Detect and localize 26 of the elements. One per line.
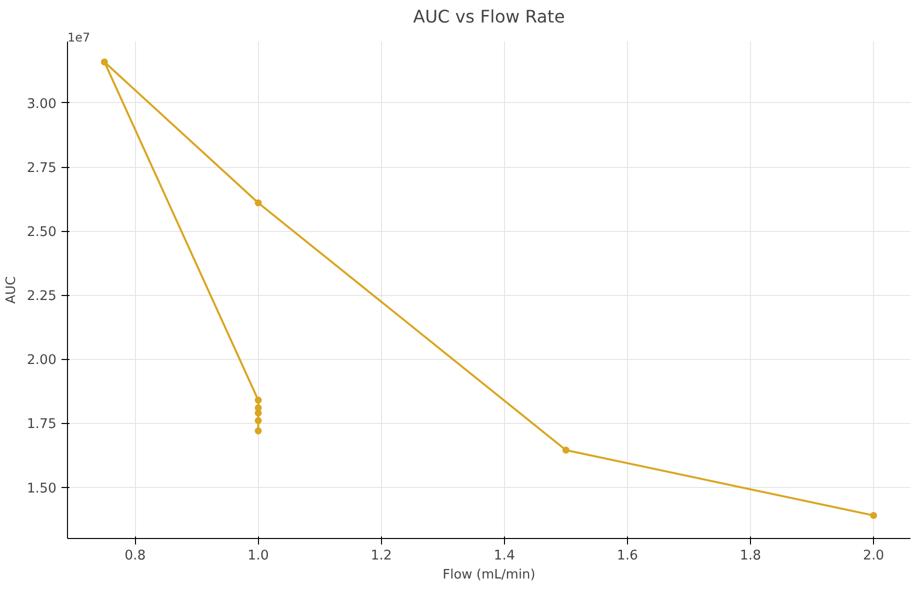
annotation: 1e7 <box>68 30 90 44</box>
y-tick-label: 2.00 <box>26 353 57 368</box>
y-tick-label: 2.25 <box>26 289 57 304</box>
point <box>870 512 878 519</box>
x-tick-label: 1.8 <box>740 548 762 564</box>
chart-title: AUC vs Flow Rate <box>413 8 565 28</box>
point <box>254 404 262 412</box>
point <box>100 58 108 66</box>
y-tick-label: 2.75 <box>26 161 57 176</box>
x-tick-label: 1.0 <box>248 548 269 564</box>
x-tick-label: 2.0 <box>862 548 884 564</box>
x-tick-label: 1.2 <box>370 548 392 564</box>
point <box>254 417 262 424</box>
x-tick-label: 1.6 <box>616 548 638 564</box>
point <box>562 446 570 454</box>
point <box>254 427 262 434</box>
y-tick-label: 3.00 <box>26 96 57 112</box>
x-tick-label: 1.4 <box>494 548 515 564</box>
y-tick-label: 1.50 <box>26 481 57 496</box>
x-axis-title: Flow (mL/min) <box>442 568 536 582</box>
x-tick-label: 0.8 <box>124 548 146 564</box>
y-tick-label: 2.50 <box>26 225 57 240</box>
point <box>254 199 262 206</box>
y-axis-title: AUC <box>4 276 19 304</box>
point <box>254 396 262 404</box>
y-tick-label: 1.75 <box>26 417 57 432</box>
